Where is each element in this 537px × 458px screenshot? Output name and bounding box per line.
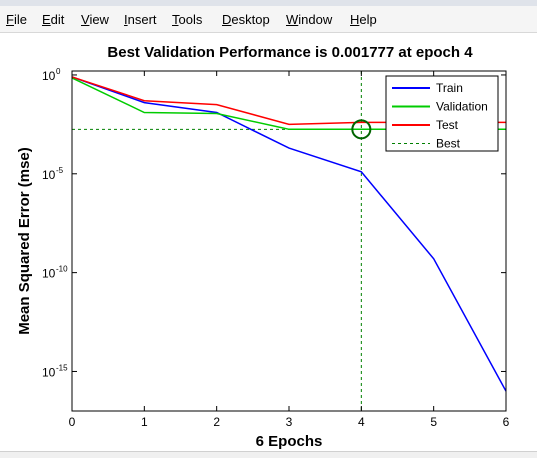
menu-bar: File Edit View Insert Tools Desktop Wind… xyxy=(0,6,537,33)
plot-frame xyxy=(71,70,507,412)
menu-help[interactable]: Help xyxy=(350,12,377,27)
x-tick-label: 3 xyxy=(286,415,293,429)
menu-file[interactable]: File xyxy=(6,12,27,27)
menu-tools[interactable]: Tools xyxy=(172,12,203,27)
menu-view[interactable]: View xyxy=(81,12,109,27)
y-tick-label: 10 xyxy=(42,267,56,281)
menu-window[interactable]: Window xyxy=(286,12,333,27)
performance-chart: Best Validation Performance is 0.001777 … xyxy=(16,44,510,450)
x-tick-label: 2 xyxy=(213,415,220,429)
legend-label-validation: Validation xyxy=(436,100,488,114)
y-tick-label: 10 xyxy=(42,69,56,83)
chart-title: Best Validation Performance is 0.001777 … xyxy=(107,44,473,61)
title-bar xyxy=(0,0,537,6)
best-marker xyxy=(351,119,372,140)
menu-edit[interactable]: Edit xyxy=(42,12,65,27)
legend-label-best: Best xyxy=(436,137,461,151)
y-axis-title: Mean Squared Error (mse) xyxy=(16,147,33,335)
x-tick-label: 6 xyxy=(503,415,510,429)
menu-insert[interactable]: Insert xyxy=(124,12,157,27)
x-tick-label: 1 xyxy=(141,415,148,429)
y-tick-exponent: 0 xyxy=(56,67,61,76)
figure-canvas: Best Validation Performance is 0.001777 … xyxy=(0,33,537,458)
y-tick-label: 10 xyxy=(42,168,56,182)
menu-desktop[interactable]: Desktop xyxy=(222,12,270,27)
y-tick-label: 10 xyxy=(42,365,56,379)
y-tick-exponent: -10 xyxy=(56,265,68,274)
legend-label-test: Test xyxy=(436,118,459,132)
y-tick-exponent: -5 xyxy=(56,166,64,175)
x-tick-label: 5 xyxy=(430,415,437,429)
x-tick-label: 4 xyxy=(358,415,365,429)
y-tick-exponent: -15 xyxy=(56,363,68,372)
legend: Train Validation Test Best xyxy=(385,75,499,152)
legend-label-train: Train xyxy=(436,81,463,95)
x-axis-title: 6 Epochs xyxy=(256,433,323,450)
x-tick-label: 0 xyxy=(69,415,76,429)
window-bottom-edge xyxy=(0,451,537,458)
series-train-line xyxy=(71,76,507,392)
